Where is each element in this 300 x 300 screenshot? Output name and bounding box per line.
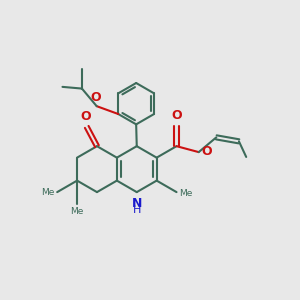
- Text: O: O: [202, 145, 212, 158]
- Text: H: H: [133, 205, 141, 215]
- Text: Me: Me: [179, 189, 193, 198]
- Text: N: N: [132, 197, 142, 210]
- Text: O: O: [91, 91, 101, 104]
- Text: Me: Me: [70, 206, 84, 215]
- Text: O: O: [171, 109, 182, 122]
- Text: Me: Me: [41, 188, 54, 196]
- Text: O: O: [80, 110, 91, 123]
